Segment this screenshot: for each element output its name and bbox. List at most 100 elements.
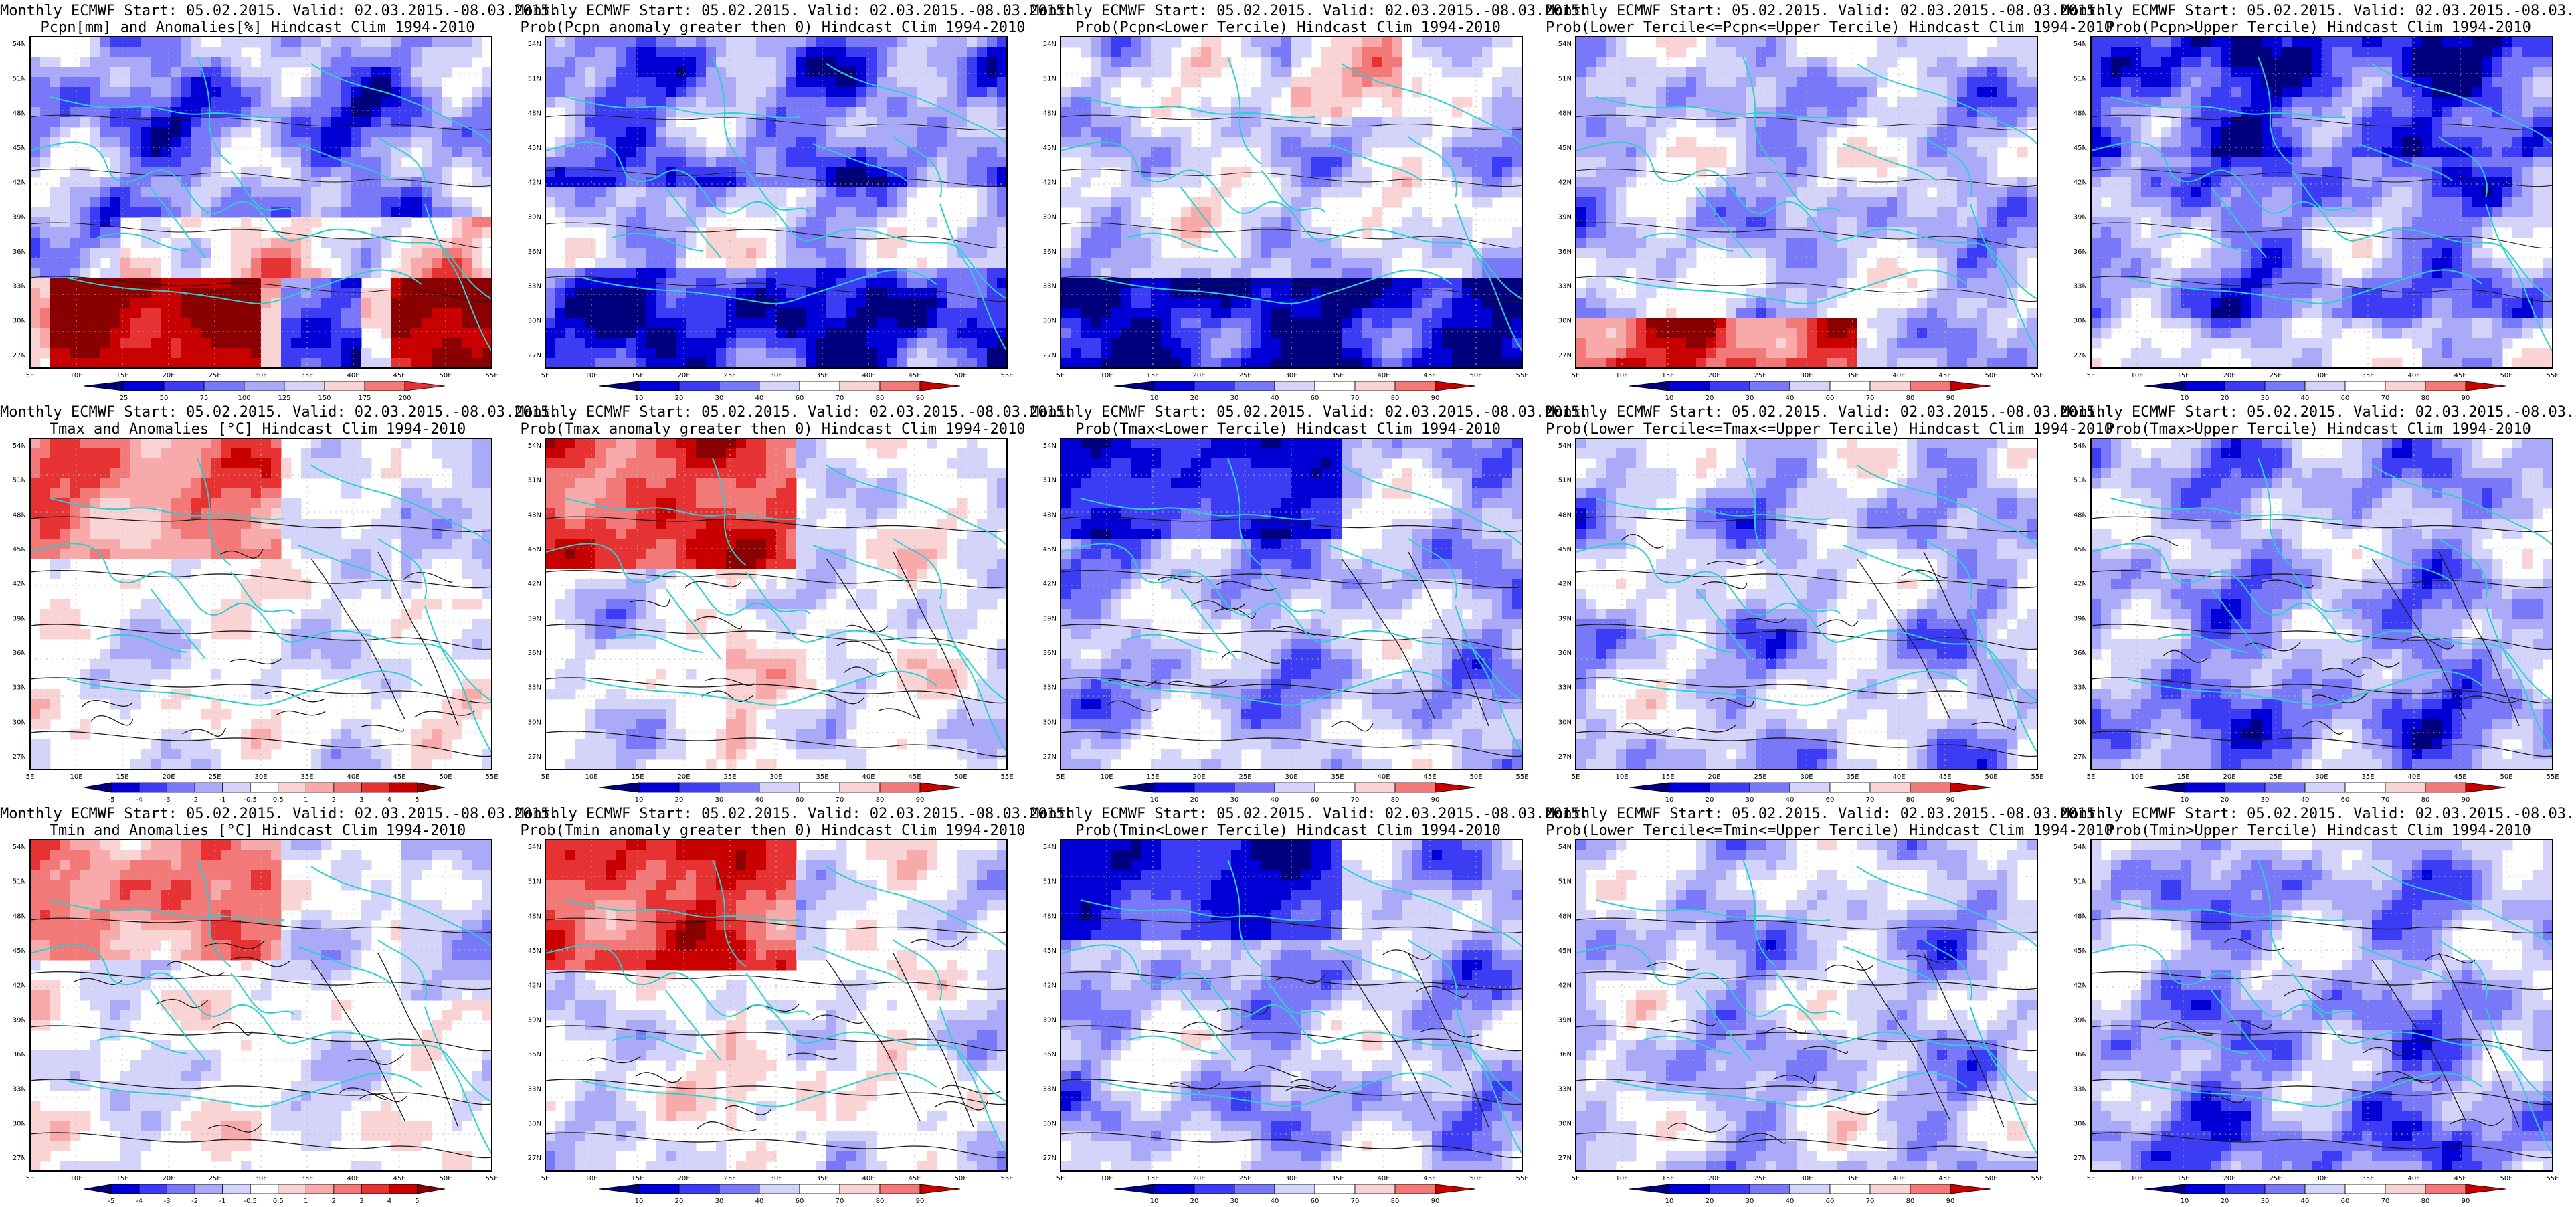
lon-label: 50E bbox=[1985, 372, 1997, 379]
colorbar-label: 20 bbox=[675, 1198, 684, 1205]
lat-label: 27N bbox=[528, 753, 541, 761]
lon-label: 5E bbox=[541, 1175, 550, 1182]
lat-label: 51N bbox=[1043, 878, 1056, 886]
colorbar-swatch bbox=[1950, 1184, 1991, 1194]
lon-label: 35E bbox=[1331, 1175, 1344, 1182]
colorbar-swatch bbox=[389, 1184, 418, 1194]
lon-label: 55E bbox=[2546, 372, 2559, 379]
lon-label: 10E bbox=[585, 372, 597, 379]
lat-label: 36N bbox=[13, 1051, 26, 1058]
lat-label: 27N bbox=[1558, 1155, 1572, 1162]
lon-label: 45E bbox=[908, 1175, 921, 1182]
colorbar-swatch bbox=[417, 1184, 445, 1194]
lon-label: 15E bbox=[2177, 372, 2189, 379]
lon-label: 25E bbox=[1754, 372, 1766, 379]
colorbar-swatch bbox=[1790, 783, 1830, 792]
colorbar-label: 60 bbox=[2341, 1198, 2350, 1205]
colorbar-label: 60 bbox=[796, 1198, 804, 1205]
lat-label: 48N bbox=[1043, 110, 1056, 117]
lon-label: 40E bbox=[347, 773, 359, 781]
lat-label: 30N bbox=[1558, 719, 1572, 726]
lon-label: 5E bbox=[26, 773, 35, 781]
panel-title-line-2: Prob(Tmin anomaly greater then 0) Hindca… bbox=[515, 822, 1030, 839]
colorbar-swatch bbox=[1790, 381, 1830, 391]
lat-label: 42N bbox=[13, 581, 26, 588]
panel-title-line-2: Tmin and Anomalies [°C] Hindcast Clim 19… bbox=[0, 822, 515, 839]
lat-label: 27N bbox=[1558, 753, 1572, 761]
lon-label: 45E bbox=[1938, 372, 1951, 379]
colorbar-label: 90 bbox=[1431, 1198, 1440, 1205]
lon-label: 20E bbox=[677, 1175, 690, 1182]
panel-title-line-1: Monthly ECMWF Start: 05.02.2015. Valid: … bbox=[1546, 3, 2061, 19]
colorbar-label: -5 bbox=[108, 1198, 115, 1205]
colorbar-swatch bbox=[2185, 1184, 2225, 1194]
lat-label: 54N bbox=[2074, 844, 2087, 851]
lon-label: 35E bbox=[2361, 1175, 2374, 1182]
lon-label: 30E bbox=[2315, 1175, 2328, 1182]
panel-title: Monthly ECMWF Start: 05.02.2015. Valid: … bbox=[1546, 806, 2061, 839]
colorbar-swatch bbox=[840, 381, 880, 391]
lat-label: 54N bbox=[1558, 41, 1572, 48]
panel-title-line-1: Monthly ECMWF Start: 05.02.2015. Valid: … bbox=[2061, 404, 2576, 421]
anomaly-shading bbox=[2091, 438, 2553, 770]
colorbar-swatch bbox=[1870, 1184, 1910, 1194]
anomaly-shading bbox=[30, 438, 492, 770]
lat-label: 27N bbox=[1043, 352, 1056, 359]
lon-label: 5E bbox=[541, 372, 550, 379]
panel-title-line-1: Monthly ECMWF Start: 05.02.2015. Valid: … bbox=[0, 404, 515, 421]
colorbar-label: 30 bbox=[1746, 1198, 1754, 1205]
colorbar-swatch bbox=[284, 381, 325, 391]
lon-label: 50E bbox=[2500, 1175, 2512, 1182]
lat-label: 51N bbox=[13, 76, 26, 83]
lat-label: 51N bbox=[1558, 477, 1572, 484]
lat-label: 45N bbox=[1558, 145, 1572, 152]
lon-label: 40E bbox=[862, 773, 875, 781]
colorbar-swatch bbox=[1234, 381, 1275, 391]
lon-label: 5E bbox=[1056, 773, 1065, 781]
lon-label: 55E bbox=[485, 773, 498, 781]
lat-label: 27N bbox=[528, 1155, 541, 1162]
colorbar-swatch bbox=[195, 783, 223, 792]
lon-label: 45E bbox=[1423, 1175, 1436, 1182]
colorbar-swatch bbox=[139, 1184, 167, 1194]
colorbar-swatch bbox=[639, 381, 679, 391]
colorbar-swatch bbox=[1395, 381, 1435, 391]
colorbar-swatch bbox=[417, 783, 445, 792]
colorbar-swatch bbox=[167, 783, 195, 792]
lon-label: 25E bbox=[2269, 1175, 2282, 1182]
lon-label: 10E bbox=[2130, 773, 2143, 781]
lon-label: 20E bbox=[677, 372, 690, 379]
lon-label: 20E bbox=[1192, 773, 1205, 781]
lon-label: 35E bbox=[2361, 773, 2374, 781]
lon-label: 15E bbox=[1146, 773, 1159, 781]
panel-title: Monthly ECMWF Start: 05.02.2015. Valid: … bbox=[0, 404, 515, 438]
forecast-panel-p34: Monthly ECMWF Start: 05.02.2015. Valid: … bbox=[1546, 803, 2061, 1204]
colorbar-swatch bbox=[1234, 1184, 1275, 1194]
lat-label: 36N bbox=[1558, 1051, 1572, 1058]
lon-label: 25E bbox=[1754, 1175, 1766, 1182]
lat-label: 36N bbox=[2074, 1051, 2087, 1058]
colorbar-swatch bbox=[1950, 783, 1991, 792]
lat-label: 54N bbox=[528, 844, 541, 851]
lat-label: 42N bbox=[1043, 581, 1056, 588]
colorbar-swatch bbox=[2225, 1184, 2265, 1194]
lat-label: 30N bbox=[528, 317, 541, 324]
lon-label: 25E bbox=[208, 773, 221, 781]
colorbar-swatch bbox=[405, 381, 445, 391]
colorbar-label: -0.5 bbox=[244, 1198, 257, 1205]
colorbar-swatch bbox=[1275, 1184, 1315, 1194]
lat-label: 54N bbox=[1043, 41, 1056, 48]
colorbar-swatch bbox=[679, 783, 719, 792]
lat-label: 48N bbox=[528, 110, 541, 117]
lon-label: 10E bbox=[70, 773, 82, 781]
lon-label: 25E bbox=[1238, 773, 1251, 781]
colorbar-label: 40 bbox=[2301, 1198, 2310, 1205]
forecast-panel-p24: Monthly ECMWF Start: 05.02.2015. Valid: … bbox=[1546, 401, 2061, 803]
